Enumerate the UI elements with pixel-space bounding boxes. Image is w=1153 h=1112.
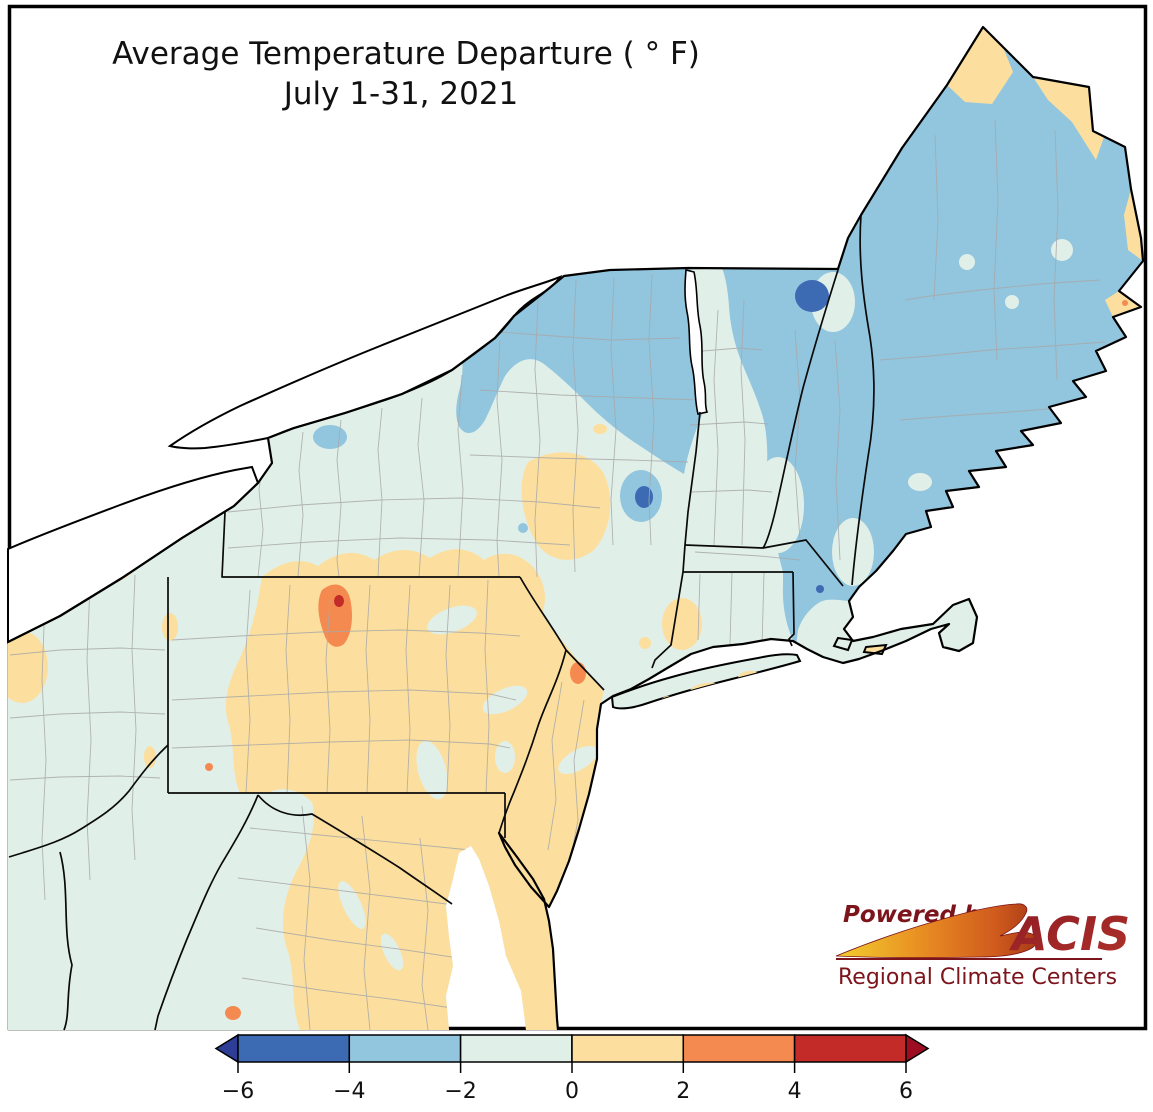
title-block: Average Temperature Departure ( ° F) Jul… [112,36,700,112]
patch-tan-central-ny [521,452,611,560]
tan-spot-ohio [8,631,48,703]
colorbar: −6 −4 −2 0 2 4 6 [214,1033,930,1104]
tan-maine-east-edge [1124,189,1143,261]
logo-swoosh [835,903,1037,959]
tan-spot-west-ct [662,598,702,650]
border-nh-me [851,214,875,586]
anomaly-patches [8,27,1143,1030]
border-potomac [257,794,453,905]
valley-mint-3 [558,746,598,774]
valley-mint-va2 [380,933,404,971]
title-line1: Average Temperature Departure ( ° F) [112,36,700,72]
border-ny-ct [651,571,684,669]
tick-label-2: 2 [676,1079,690,1104]
valley-mint-1 [427,605,477,635]
colorbar-segment-1 [348,1034,462,1063]
border-ny-pa [221,511,520,578]
patch-mint-south-vt-nh [752,457,804,553]
acis-logo: Powered by ACIS Regional Climate Centers [835,902,1130,990]
patch-mint-maine-1 [1051,239,1073,261]
tick-label-6: 6 [899,1079,913,1104]
logo-subtitle: Regional Climate Centers [838,965,1117,990]
orange-spot-swpa [205,763,213,771]
colorbar-arrow-right [905,1033,930,1064]
spot-blue-catskills [518,523,528,533]
colorbar-segment-3 [571,1034,685,1063]
coastline [7,25,1145,1031]
spot-darkblue-north-vt [795,280,829,312]
tan-spot-ohio2 [144,746,156,768]
border-ma-north [684,539,844,587]
border-delaware-river [498,576,567,834]
tick-label-4: 4 [788,1079,802,1104]
border-ohio-river [8,744,169,858]
land-group [7,25,1145,1031]
spot-darkblue-east-ny [635,486,653,508]
state-borders [8,214,875,1031]
valley-mint-5 [495,741,515,773]
border-ny-ma [682,544,686,573]
colorbar-segment-5 [793,1034,907,1063]
patch-mint-maine-3 [1005,295,1019,309]
tan-spot-wny2 [162,613,178,641]
tan-spot-ny-1 [593,424,607,434]
tan-maine-ne-wedge [1033,77,1104,160]
patch-tan-midatlantic [225,549,604,1030]
tan-maine-north-tip [947,27,1013,104]
border-nj-ny [565,649,605,691]
tick-label-neg2: −2 [444,1079,476,1104]
colorbar-tick-labels: −6 −4 −2 0 2 4 6 [222,1079,913,1104]
colorbar-segment-2 [459,1034,573,1063]
tan-spot-ct2 [639,637,651,649]
orange-dot-downeast [1122,300,1128,306]
patch-mint-se-nh-coast [832,518,874,586]
colorbar-arrow-left [214,1033,239,1064]
marthas-vineyard [832,636,854,652]
long-island [610,653,802,710]
orange-spot-nj [570,662,586,684]
red-core-pa [334,595,344,607]
colorbar-segment-0 [237,1034,351,1063]
tick-label-neg6: −6 [222,1079,254,1104]
valley-mint-va1 [338,881,366,929]
border-ct-ri [788,571,795,647]
spot-darkblue-boston [816,585,824,593]
patch-blue-adirondacks [453,268,703,474]
patch-mint-maine-midcoast [908,473,932,491]
border-vt-nh [762,269,839,549]
orange-spot-va [225,1006,241,1020]
patch-mint-maine-2 [959,254,975,270]
valley-mint-4 [416,740,448,800]
colorbar-ticks [237,1062,907,1073]
tick-label-0: 0 [565,1079,579,1104]
tick-label-neg4: −4 [333,1079,365,1104]
title-line2: July 1-31, 2021 [282,76,519,112]
logo-acis: ACIS [1009,907,1130,961]
border-wv-ky [59,851,73,1031]
border-wv-va [154,794,259,1031]
border-ny-vt [684,411,701,546]
valley-mint-2 [482,685,528,715]
lake-champlain [684,268,709,415]
colorbar-segment-4 [682,1034,796,1063]
spot-blue-west-ny [313,425,347,449]
